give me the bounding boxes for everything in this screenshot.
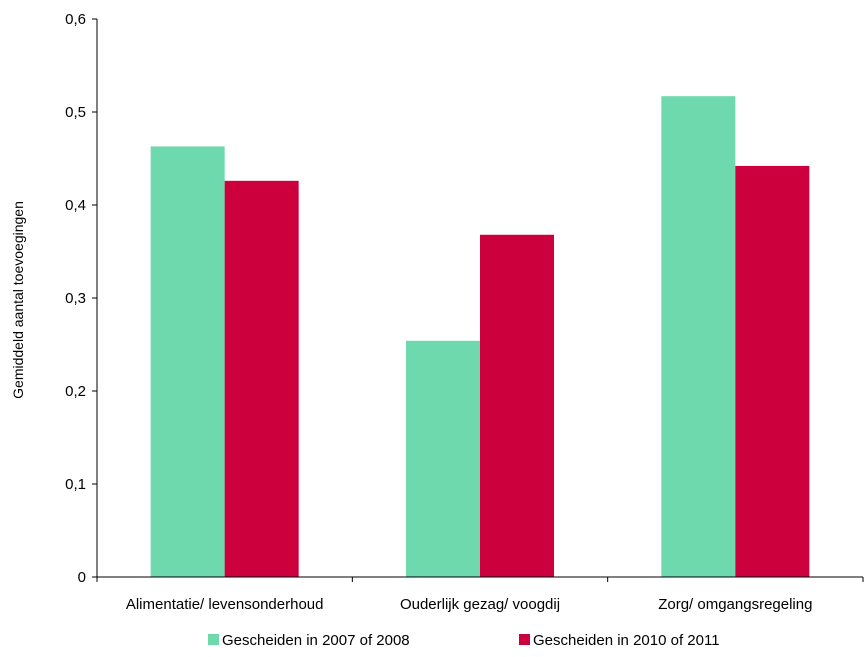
y-tick-label: 0,2 [65,383,86,400]
x-axis: Alimentatie/ levensonderhoud Ouderlijk ge… [96,576,864,613]
bar [150,146,225,577]
legend-label: Gescheiden in 2010 of 2011 [533,632,720,649]
legend-swatch [519,634,530,645]
x-category-label: Ouderlijk gezag/ voogdij [400,596,560,613]
bar [406,340,480,577]
x-category-label: Alimentatie/ levensonderhoud [126,596,324,613]
y-tick-label: 0,6 [65,11,86,28]
bar [224,180,299,577]
bar [735,165,810,577]
bar [661,96,736,577]
legend-swatch [208,634,219,645]
legend: Gescheiden in 2007 of 2008 Gescheiden in … [208,632,720,649]
bar [480,234,554,577]
y-axis-title: Gemiddeld aantal toevoegingen [10,201,26,399]
y-tick-label: 0,4 [65,197,86,214]
y-axis: 0 0,1 0,2 0,3 0,4 0,5 0,6 [65,11,98,586]
legend-label: Gescheiden in 2007 of 2008 [222,632,410,649]
y-tick-label: 0,3 [65,290,86,307]
y-tick-label: 0,5 [65,104,86,121]
y-tick-label: 0,1 [65,476,86,493]
bars [150,96,810,577]
x-category-label: Zorg/ omgangsregeling [658,596,812,613]
y-tick-label: 0 [78,569,86,586]
